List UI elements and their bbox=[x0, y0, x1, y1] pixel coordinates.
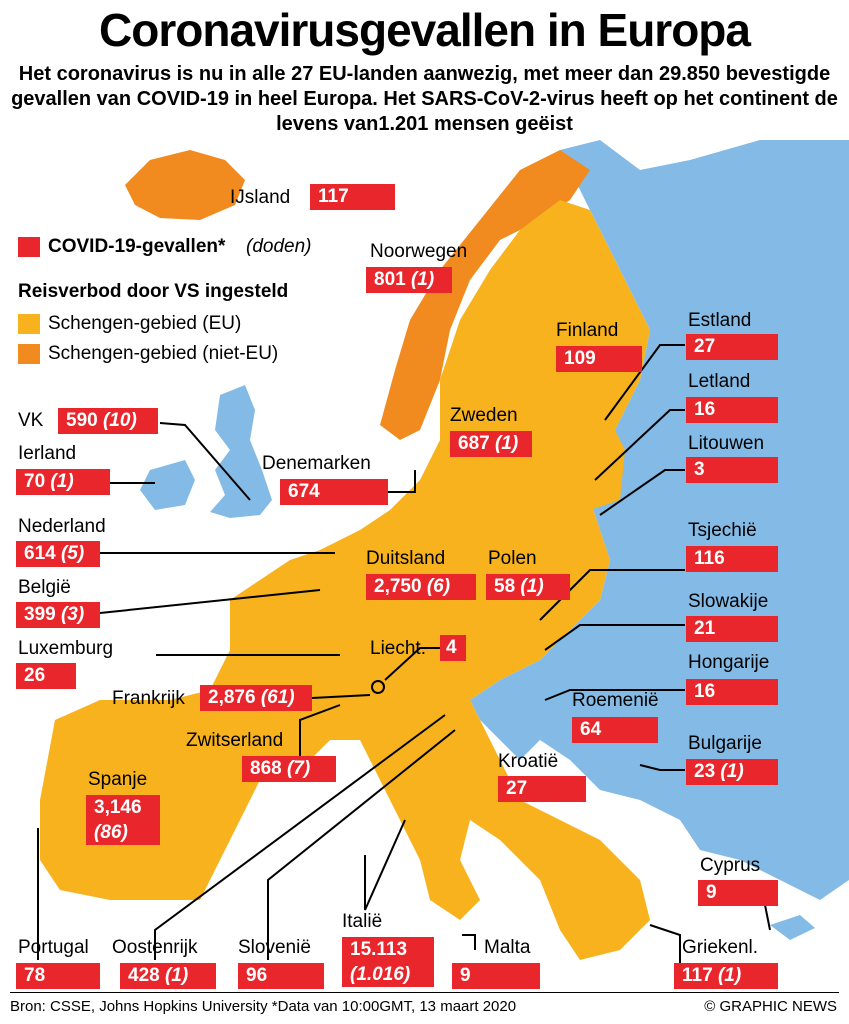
label-tsjechie: Tsjechië bbox=[688, 520, 757, 541]
label-finland: Finland bbox=[556, 320, 619, 341]
label-noorwegen: Noorwegen bbox=[370, 241, 468, 262]
box-slovenie: 96 bbox=[238, 963, 324, 989]
uk-shape bbox=[210, 385, 272, 518]
box-spanje: 3,146 (86) bbox=[86, 795, 160, 845]
label-polen: Polen bbox=[488, 548, 537, 569]
box-frankrijk: 2,876 (61) bbox=[200, 685, 312, 711]
label-litouwen: Litouwen bbox=[688, 433, 765, 454]
box-malta: 9 bbox=[452, 963, 540, 989]
box-hongarije: 16 bbox=[686, 679, 778, 705]
label-luxemburg: Luxemburg bbox=[18, 638, 114, 659]
label-zweden: Zweden bbox=[450, 405, 518, 426]
label-letland: Letland bbox=[688, 371, 751, 392]
liechtenstein-marker bbox=[371, 680, 385, 694]
iceland-shape bbox=[125, 150, 245, 220]
legend-schengen-non-eu-label: Schengen-gebied (niet-EU) bbox=[48, 343, 279, 364]
box-letland: 16 bbox=[686, 397, 778, 423]
box-zwitserland: 868 (7) bbox=[242, 756, 336, 782]
label-ierland: Ierland bbox=[18, 443, 77, 464]
leader-lines bbox=[37, 344, 771, 965]
label-ijsland: IJsland bbox=[230, 187, 291, 208]
spanje-deaths: (86) bbox=[94, 822, 128, 843]
box-oostenrijk: 428 (1) bbox=[120, 963, 216, 989]
label-vk: VK bbox=[18, 410, 44, 431]
box-litouwen: 3 bbox=[686, 457, 778, 483]
legend-cases-swatch bbox=[18, 237, 40, 257]
legend-cases-label: COVID-19-gevallen* bbox=[48, 236, 226, 257]
box-kroatie: 27 bbox=[498, 776, 586, 802]
label-nederland: Nederland bbox=[18, 516, 106, 537]
legend-travel-ban-heading: Reisverbod door VS ingesteld bbox=[18, 281, 289, 302]
legend-schengen-eu-swatch bbox=[18, 314, 40, 334]
cyprus-shape bbox=[770, 915, 815, 940]
italie-deaths: (1.016) bbox=[350, 964, 411, 985]
box-zweden: 687 (1) bbox=[450, 431, 532, 457]
box-tsjechie: 116 bbox=[686, 546, 778, 572]
legend-deaths-label: (doden) bbox=[246, 236, 312, 257]
label-griekenland: Griekenl. bbox=[682, 937, 759, 958]
label-italie: Italië bbox=[342, 911, 383, 932]
box-liecht: 4 bbox=[440, 635, 466, 661]
label-zwitserland: Zwitserland bbox=[186, 730, 284, 751]
label-frankrijk: Frankrijk bbox=[112, 688, 185, 709]
box-bulgarije: 23 (1) bbox=[686, 759, 778, 785]
footer-divider bbox=[10, 992, 839, 993]
label-belgie: België bbox=[18, 577, 71, 598]
box-estland: 27 bbox=[686, 334, 778, 360]
page-title: Coronavirusgevallen in Europa bbox=[99, 4, 751, 56]
box-cyprus: 9 bbox=[698, 880, 778, 906]
box-ijsland: 117 bbox=[310, 184, 395, 210]
box-duitsland: 2,750 (6) bbox=[366, 574, 476, 600]
box-roemenie: 64 bbox=[572, 717, 658, 743]
label-portugal: Portugal bbox=[18, 937, 89, 958]
label-oostenrijk: Oostenrijk bbox=[112, 937, 198, 958]
ireland-shape bbox=[140, 460, 195, 510]
box-noorwegen: 801 (1) bbox=[366, 267, 452, 293]
schengen-eu-mainland bbox=[40, 200, 650, 960]
label-roemenie: Roemenië bbox=[572, 690, 659, 711]
spanje-cases: 3,146 bbox=[94, 797, 142, 818]
box-luxemburg: 26 bbox=[16, 663, 76, 689]
italie-cases: 15.113 bbox=[350, 939, 408, 960]
label-cyprus: Cyprus bbox=[700, 855, 761, 876]
label-kroatie: Kroatië bbox=[498, 751, 559, 772]
legend-schengen-non-eu-swatch bbox=[18, 344, 40, 364]
label-liecht: Liecht. bbox=[370, 638, 426, 659]
label-hongarije: Hongarije bbox=[688, 652, 770, 673]
box-portugal: 78 bbox=[16, 963, 100, 989]
box-polen: 58 (1) bbox=[486, 574, 570, 600]
box-italie: 15.113 (1.016) bbox=[342, 937, 434, 987]
label-slovenie: Slovenië bbox=[238, 937, 311, 958]
label-denemarken: Denemarken bbox=[262, 453, 371, 474]
box-finland: 109 bbox=[556, 346, 642, 372]
page-subtitle: Het coronavirus is nu in alle 27 EU-land… bbox=[11, 63, 838, 135]
label-malta: Malta bbox=[484, 937, 531, 958]
box-nederland: 614 (5) bbox=[16, 541, 100, 567]
box-denemarken: 674 bbox=[280, 479, 388, 505]
credit: © GRAPHIC NEWS bbox=[704, 998, 837, 1015]
box-slowakije: 21 bbox=[686, 616, 778, 642]
norway-shape bbox=[380, 150, 590, 440]
label-spanje: Spanje bbox=[88, 769, 148, 790]
label-slowakije: Slowakije bbox=[688, 591, 769, 612]
baltics-shape bbox=[560, 420, 625, 510]
source-note: Bron: CSSE, Johns Hopkins University *Da… bbox=[10, 998, 517, 1015]
box-vk: 590 (10) bbox=[58, 408, 158, 434]
box-belgie: 399 (3) bbox=[16, 602, 100, 628]
label-bulgarije: Bulgarije bbox=[688, 733, 762, 754]
box-griekenland: 117 (1) bbox=[674, 963, 778, 989]
eastern-europe-region bbox=[470, 140, 849, 900]
box-ierland: 70 (1) bbox=[16, 469, 110, 495]
label-duitsland: Duitsland bbox=[366, 548, 446, 569]
legend-schengen-eu-label: Schengen-gebied (EU) bbox=[48, 313, 242, 334]
label-estland: Estland bbox=[688, 310, 752, 331]
